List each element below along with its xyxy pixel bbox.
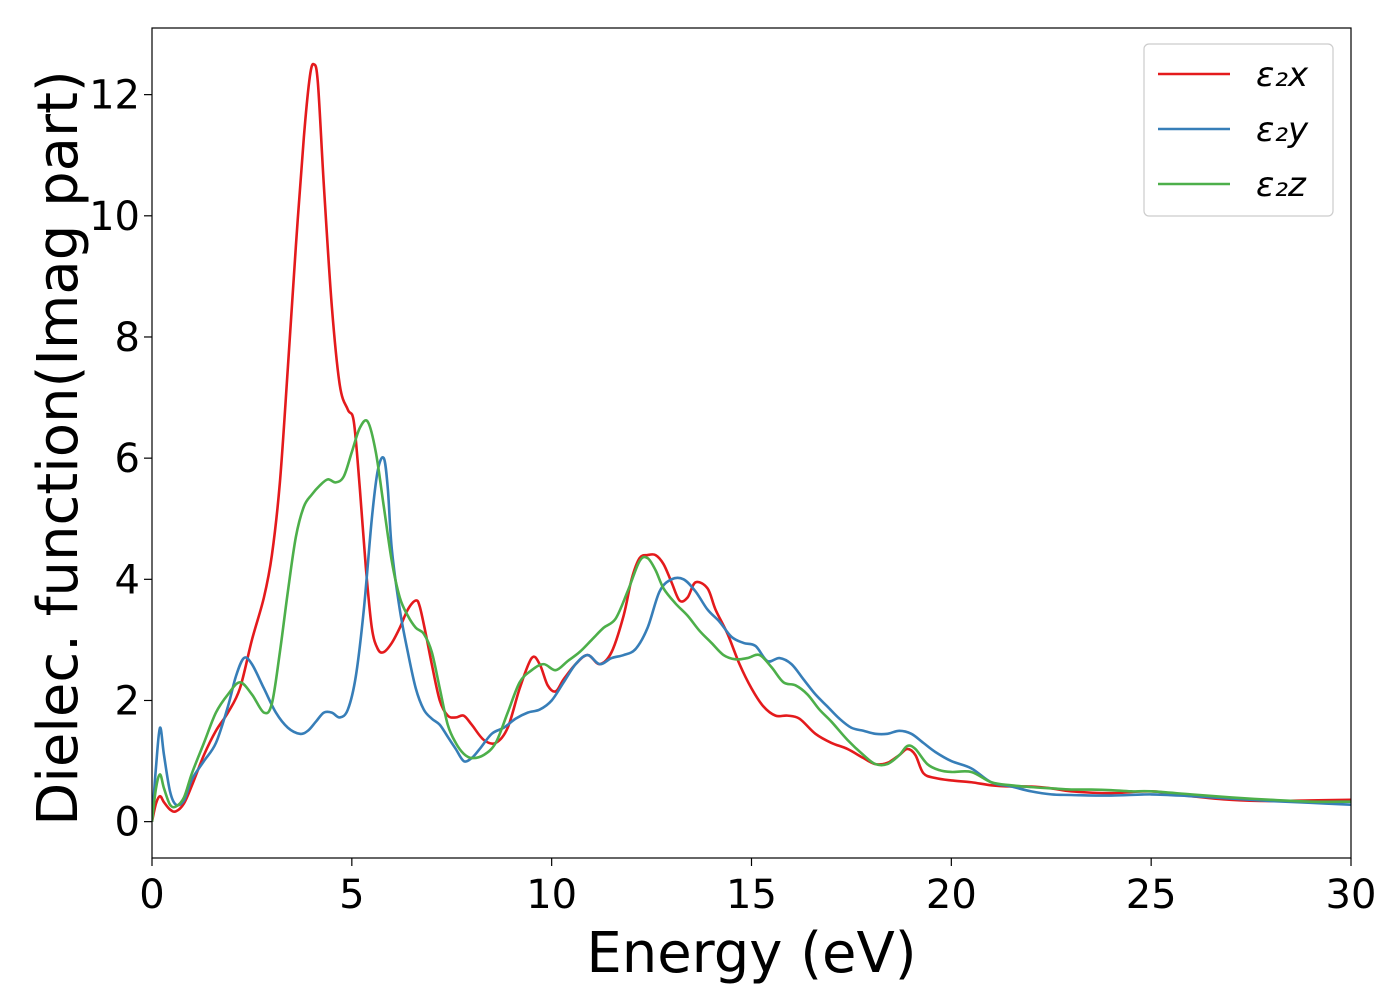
y-tick-label: 12 — [89, 73, 140, 119]
y-tick-label: 10 — [89, 194, 140, 240]
series-line-3 — [152, 419, 1351, 822]
legend-entry-1: ε₂x — [1256, 55, 1309, 95]
y-tick-label: 2 — [115, 678, 140, 724]
y-tick-label: 6 — [115, 436, 140, 482]
x-tick-label: 5 — [339, 872, 364, 918]
x-axis-ticks: 0 5 10 15 20 25 30 — [139, 858, 1376, 918]
legend-entry-3: ε₂z — [1256, 165, 1307, 205]
y-tick-label: 0 — [115, 800, 140, 846]
series-line-2 — [152, 456, 1351, 822]
y-axis-label: Dielec. function(Imag part) — [26, 70, 91, 826]
x-tick-label: 15 — [726, 872, 777, 918]
x-tick-label: 30 — [1326, 872, 1377, 918]
x-axis-label: Energy (eV) — [586, 921, 916, 986]
y-tick-label: 4 — [115, 557, 140, 603]
x-tick-label: 25 — [1126, 872, 1177, 918]
plot-area — [152, 62, 1351, 822]
legend-box — [1143, 43, 1334, 217]
y-axis-ticks: 0 2 4 6 8 10 12 — [89, 73, 152, 846]
y-tick-label: 8 — [115, 315, 140, 361]
x-tick-label: 20 — [926, 872, 977, 918]
legend-entry-2: ε₂y — [1256, 110, 1309, 150]
legend: ε₂x ε₂y ε₂z — [1143, 43, 1334, 217]
x-tick-label: 0 — [139, 872, 164, 918]
x-tick-label: 10 — [526, 872, 577, 918]
